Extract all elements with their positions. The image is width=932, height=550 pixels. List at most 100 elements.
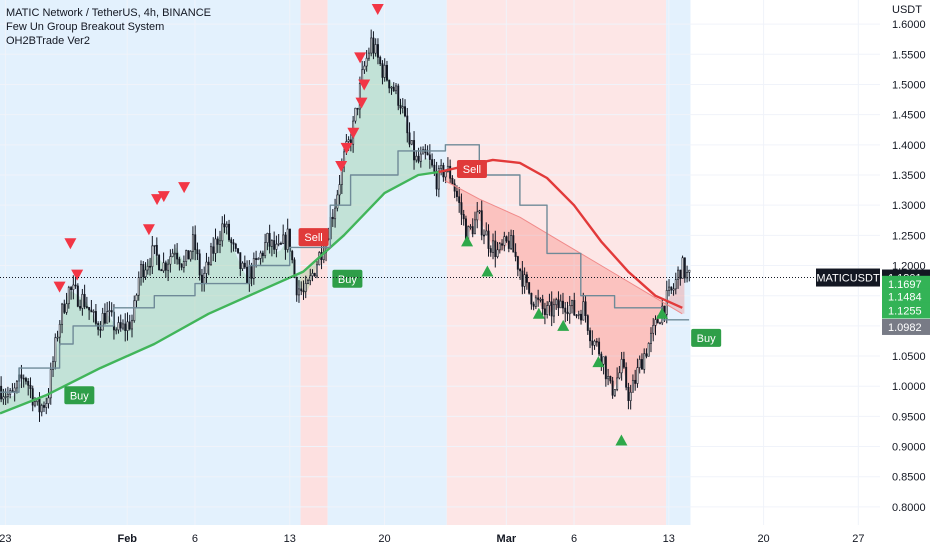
price-tick-label: 1.3000 [892,200,926,212]
candle-body [598,341,601,355]
candle-body [311,273,314,277]
candle-body [372,37,375,54]
bearish-band-fill [444,170,685,396]
candle-body [688,269,691,273]
candle-body [455,190,458,198]
signal-label-text: Sell [463,164,481,176]
candle-body [607,376,610,380]
candle-body [108,310,111,312]
candle-body [237,248,240,253]
candle-body [492,240,495,253]
candle-body [507,240,510,249]
candle-body [135,294,138,302]
candle-body [110,310,113,313]
candle-body [406,115,409,134]
signal-label-text: Sell [304,232,322,244]
candle-body [458,196,461,203]
candle-body [618,372,621,379]
price-tick-label: 0.8000 [892,502,926,514]
candle-body [557,299,560,309]
candle-body [216,238,219,245]
price-tick-label: 0.8500 [892,472,926,484]
currency-label: USDT [892,4,922,16]
candle-body [74,284,77,287]
candle-body [609,376,612,382]
sell-arrow-icon [64,238,77,250]
candle-body [584,301,587,316]
candle-body [534,297,537,307]
candle-body [647,343,650,357]
candle-body [297,288,300,296]
buy-signal-label: Buy [691,328,722,347]
time-tick-label: 23 [0,533,12,545]
candle-body [128,321,131,330]
candle-body [140,264,143,278]
indicator-name[interactable]: Few Un Group Breakout System [6,21,165,33]
candle-body [241,262,244,269]
candle-body [191,234,194,252]
candle-body [250,266,253,279]
candle-body [483,234,485,237]
candle-body [636,367,639,384]
candle-body [119,322,122,329]
candle-body [530,292,533,305]
candle-body [611,380,614,396]
candle-body [131,320,133,330]
candle-body [52,361,55,370]
candle-body [38,398,41,413]
candle-body [546,305,549,315]
sell-arrow-icon [178,182,191,194]
candle-body [164,262,167,271]
candle-body [638,359,641,368]
candle-body [88,307,91,311]
time-axis: 23 Feb 6 13 20 Mar 6 13 20 27 [0,525,932,550]
candle-body [22,377,25,380]
candle-body [266,233,269,243]
candle-body [27,381,30,386]
signal-label-text: Buy [338,274,357,286]
candle-body [189,250,192,260]
symbol-title[interactable]: MATIC Network / TetherUS, 4h, BINANCE [6,7,211,19]
sell-arrow-icon [142,224,155,236]
candle-body [622,358,625,368]
candle-body [571,300,573,306]
candle-body [462,214,465,220]
candle-body [29,385,32,389]
candle-body [485,230,488,236]
candle-body [649,332,652,344]
candle-body [203,273,206,285]
candle-body [580,313,583,321]
price-tick-label: 1.2000 [892,261,926,273]
candle-body [672,288,675,291]
price-tag [882,318,930,335]
buy-arrow-icon [615,434,628,446]
candle-body [376,44,379,58]
bullish-band-fill [0,42,440,414]
candle-body [528,282,531,294]
candle-body [548,301,551,306]
candle-body [286,228,289,250]
candle-body [419,153,422,162]
candle-body [239,252,242,269]
candle-body [566,311,569,315]
candle-body [115,329,118,332]
candle-body [451,177,454,185]
price-tick-label: 1.0500 [892,351,926,363]
candle-body [385,64,388,81]
candle-body [498,243,501,251]
indicator-name[interactable]: OH2BTrade Ver2 [6,35,90,47]
candle-body [331,216,334,220]
candle-body [591,340,594,346]
indicator-lines [0,144,690,415]
candle-body [437,168,440,190]
candle-body [180,263,183,268]
candle-body [469,226,472,228]
candle-body [374,44,377,54]
candle-body [309,275,312,281]
price-tick-label: 1.3500 [892,170,926,182]
candle-body [205,261,208,274]
candle-body [561,300,564,309]
candle-body [234,243,237,249]
candle-body [575,314,578,317]
